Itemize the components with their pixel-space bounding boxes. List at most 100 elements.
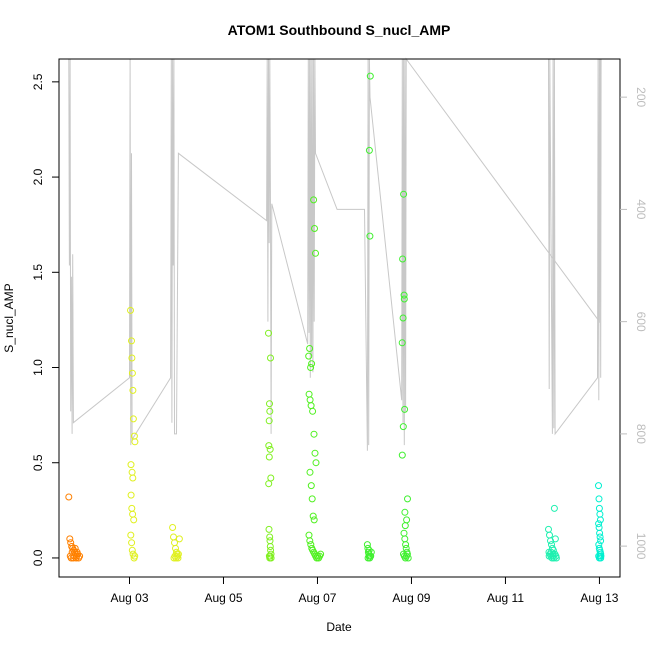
- data-point-s4-22: [398, 451, 406, 459]
- x-tick-label: Aug 07: [298, 591, 336, 605]
- data-point-s3-31: [317, 550, 325, 558]
- data-point-s4-20: [401, 405, 409, 413]
- chart-title: ATOM1 Southbound S_nucl_AMP: [228, 22, 451, 38]
- data-point-s6-2: [595, 504, 603, 512]
- data-point-s2-11: [266, 533, 274, 541]
- data-point-s5-13: [550, 554, 558, 562]
- data-point-s4-1: [365, 146, 373, 154]
- y-tick-label: 2.5: [31, 73, 45, 90]
- data-point-s2-12: [266, 537, 274, 545]
- depth-line-1: [68, 57, 602, 451]
- data-point-s5-0: [545, 525, 552, 533]
- y-tick-label: 2.0: [31, 168, 45, 185]
- data-point-s3-11: [310, 430, 318, 438]
- data-point-s3-20: [306, 537, 314, 545]
- data-point-s1-33: [174, 554, 182, 562]
- data-point-s4-18: [399, 314, 407, 322]
- data-point-s4-15: [399, 255, 407, 263]
- data-point-s4-0: [366, 72, 374, 80]
- right-tick-label: 200: [634, 87, 648, 107]
- data-point-s1-21: [169, 524, 177, 531]
- data-point-s4-11: [364, 554, 372, 562]
- data-point-s6-19: [597, 552, 605, 560]
- data-point-s4-28: [401, 535, 409, 543]
- data-point-s4-10: [367, 548, 375, 556]
- data-point-s1-7: [131, 438, 139, 446]
- data-point-s4-25: [403, 516, 411, 524]
- data-point-s6-9: [597, 537, 605, 545]
- data-point-s5-18: [547, 548, 555, 556]
- right-tick-label: 400: [634, 199, 648, 219]
- data-point-s3-4: [310, 196, 318, 204]
- data-point-s0-0: [65, 493, 73, 501]
- data-point-s5-1: [546, 531, 553, 539]
- right-tick-label: 600: [634, 312, 648, 332]
- data-point-s4-27: [400, 529, 408, 537]
- data-point-s1-20: [131, 552, 139, 560]
- x-axis-label: Date: [326, 620, 352, 634]
- data-point-s4-14: [400, 190, 408, 198]
- data-point-s0-15: [71, 544, 79, 552]
- points-layer: [65, 72, 605, 562]
- data-point-s6-7: [596, 529, 604, 537]
- data-point-s1-11: [127, 491, 135, 499]
- data-point-s2-2: [266, 400, 273, 408]
- depth-line-layer: [68, 57, 602, 451]
- data-point-s2-9: [265, 480, 273, 488]
- data-point-s3-0: [306, 345, 314, 352]
- data-point-s1-16: [128, 539, 136, 547]
- x-tick-label: Aug 09: [392, 591, 430, 605]
- data-point-s1-10: [129, 474, 137, 482]
- data-point-s4-19: [398, 339, 406, 347]
- data-point-s3-17: [309, 512, 317, 520]
- data-point-s1-5: [129, 415, 137, 423]
- data-point-s1-12: [128, 504, 136, 512]
- data-point-s6-6: [595, 524, 603, 531]
- data-point-s3-3: [307, 364, 315, 371]
- data-point-s1-13: [129, 510, 137, 518]
- data-point-s5-7: [551, 535, 559, 543]
- data-point-s1-32: [173, 550, 181, 558]
- data-point-s1-4: [129, 386, 137, 394]
- data-point-s1-15: [127, 531, 135, 539]
- data-point-s1-17: [128, 546, 136, 554]
- x-tick-label: Aug 13: [580, 591, 618, 605]
- y-tick-label: 1.5: [31, 264, 45, 281]
- data-point-s2-3: [266, 407, 274, 415]
- depth-line-2: [548, 58, 600, 436]
- data-point-s2-6: [266, 445, 274, 453]
- right-tick-label: 1000: [634, 533, 648, 560]
- data-point-s3-16: [308, 495, 316, 503]
- data-point-s4-17: [400, 295, 408, 303]
- data-point-s4-16: [400, 291, 408, 299]
- data-point-s6-8: [596, 533, 604, 541]
- data-point-s3-21: [307, 541, 315, 549]
- x-tick-label: Aug 05: [204, 591, 242, 605]
- data-point-s0-2: [67, 539, 75, 547]
- data-point-s1-9: [128, 468, 136, 476]
- data-point-s1-0: [127, 306, 134, 314]
- data-point-s5-2: [550, 504, 558, 512]
- data-point-s3-9: [307, 402, 315, 410]
- y-tick-label: 0.5: [31, 454, 45, 471]
- data-point-s4-21: [399, 423, 407, 431]
- x-tick-label: Aug 11: [487, 591, 524, 605]
- data-point-s3-1: [305, 352, 313, 360]
- data-point-s4-24: [401, 508, 409, 516]
- data-point-s4-23: [404, 495, 411, 503]
- data-point-s3-6: [312, 249, 319, 257]
- data-point-s1-18: [129, 550, 137, 558]
- data-point-s3-12: [311, 449, 319, 457]
- data-point-s5-19: [549, 550, 557, 558]
- data-point-s2-19: [267, 554, 275, 562]
- data-point-s4-2: [366, 232, 374, 240]
- data-point-s6-1: [595, 495, 603, 503]
- right-tick-label: 800: [634, 424, 648, 444]
- data-point-s6-0: [595, 482, 602, 490]
- data-point-s3-14: [306, 468, 314, 476]
- data-point-s2-4: [265, 417, 273, 425]
- data-point-s4-26: [401, 522, 409, 530]
- data-point-s3-2: [308, 360, 316, 368]
- data-point-s6-3: [596, 510, 604, 518]
